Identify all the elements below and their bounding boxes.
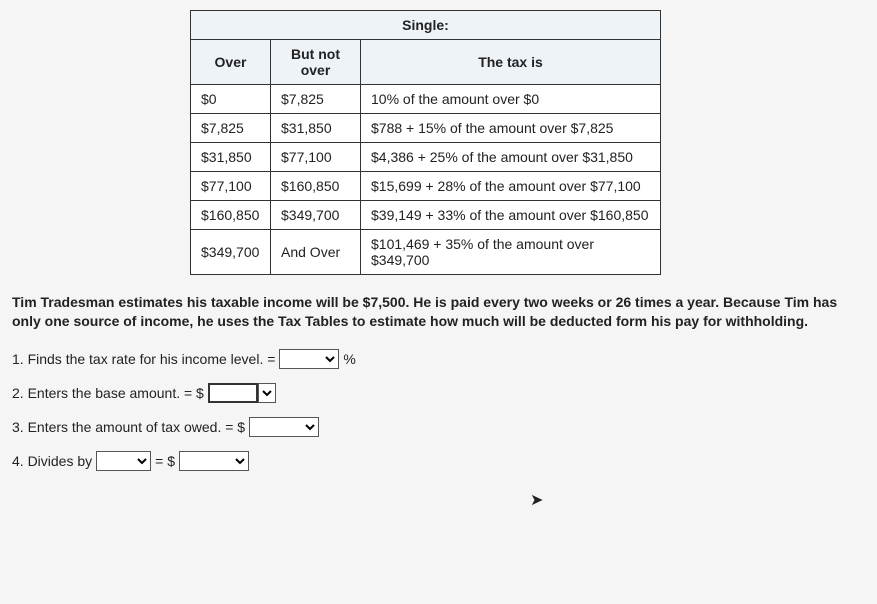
cell-over: $0 bbox=[191, 85, 271, 114]
base-amount-input[interactable] bbox=[208, 383, 258, 403]
table-row: $77,100 $160,850 $15,699 + 28% of the am… bbox=[191, 172, 661, 201]
cell-taxis: $15,699 + 28% of the amount over $77,100 bbox=[361, 172, 661, 201]
cell-notover: $160,850 bbox=[271, 172, 361, 201]
q1-text: 1. Finds the tax rate for his income lev… bbox=[12, 351, 275, 367]
q2-text: 2. Enters the base amount. = $ bbox=[12, 385, 204, 401]
table-title: Single: bbox=[191, 11, 661, 40]
cell-over: $31,850 bbox=[191, 143, 271, 172]
question-2: 2. Enters the base amount. = $ bbox=[12, 383, 865, 403]
divides-by-select[interactable] bbox=[96, 451, 151, 471]
problem-prompt: Tim Tradesman estimates his taxable inco… bbox=[12, 293, 865, 331]
cell-over: $7,825 bbox=[191, 114, 271, 143]
base-amount-dropdown[interactable] bbox=[258, 383, 276, 403]
tax-owed-select[interactable] bbox=[249, 417, 319, 437]
tax-bracket-table: Single: Over But not over The tax is $0 … bbox=[190, 10, 661, 275]
cell-notover: $349,700 bbox=[271, 201, 361, 230]
question-4: 4. Divides by = $ bbox=[12, 451, 865, 471]
table-row: $0 $7,825 10% of the amount over $0 bbox=[191, 85, 661, 114]
q4-text-a: 4. Divides by bbox=[12, 453, 92, 469]
header-taxis: The tax is bbox=[361, 40, 661, 85]
mouse-cursor-icon: ➤ bbox=[530, 490, 543, 510]
q4-text-b: = $ bbox=[155, 453, 175, 469]
cell-notover: And Over bbox=[271, 230, 361, 275]
percent-label: % bbox=[343, 351, 355, 367]
result-select[interactable] bbox=[179, 451, 249, 471]
cell-notover: $7,825 bbox=[271, 85, 361, 114]
cell-over: $160,850 bbox=[191, 201, 271, 230]
cell-over: $349,700 bbox=[191, 230, 271, 275]
cell-taxis: $788 + 15% of the amount over $7,825 bbox=[361, 114, 661, 143]
table-row: $7,825 $31,850 $788 + 15% of the amount … bbox=[191, 114, 661, 143]
cell-over: $77,100 bbox=[191, 172, 271, 201]
cell-taxis: 10% of the amount over $0 bbox=[361, 85, 661, 114]
header-over: Over bbox=[191, 40, 271, 85]
question-1: 1. Finds the tax rate for his income lev… bbox=[12, 349, 865, 369]
q3-text: 3. Enters the amount of tax owed. = $ bbox=[12, 419, 245, 435]
table-row: $31,850 $77,100 $4,386 + 25% of the amou… bbox=[191, 143, 661, 172]
cell-notover: $77,100 bbox=[271, 143, 361, 172]
table-row: $160,850 $349,700 $39,149 + 33% of the a… bbox=[191, 201, 661, 230]
cell-taxis: $101,469 + 35% of the amount over $349,7… bbox=[361, 230, 661, 275]
cell-notover: $31,850 bbox=[271, 114, 361, 143]
header-notover: But not over bbox=[271, 40, 361, 85]
cell-taxis: $39,149 + 33% of the amount over $160,85… bbox=[361, 201, 661, 230]
table-row: $349,700 And Over $101,469 + 35% of the … bbox=[191, 230, 661, 275]
tax-rate-select[interactable] bbox=[279, 349, 339, 369]
cell-taxis: $4,386 + 25% of the amount over $31,850 bbox=[361, 143, 661, 172]
question-3: 3. Enters the amount of tax owed. = $ bbox=[12, 417, 865, 437]
